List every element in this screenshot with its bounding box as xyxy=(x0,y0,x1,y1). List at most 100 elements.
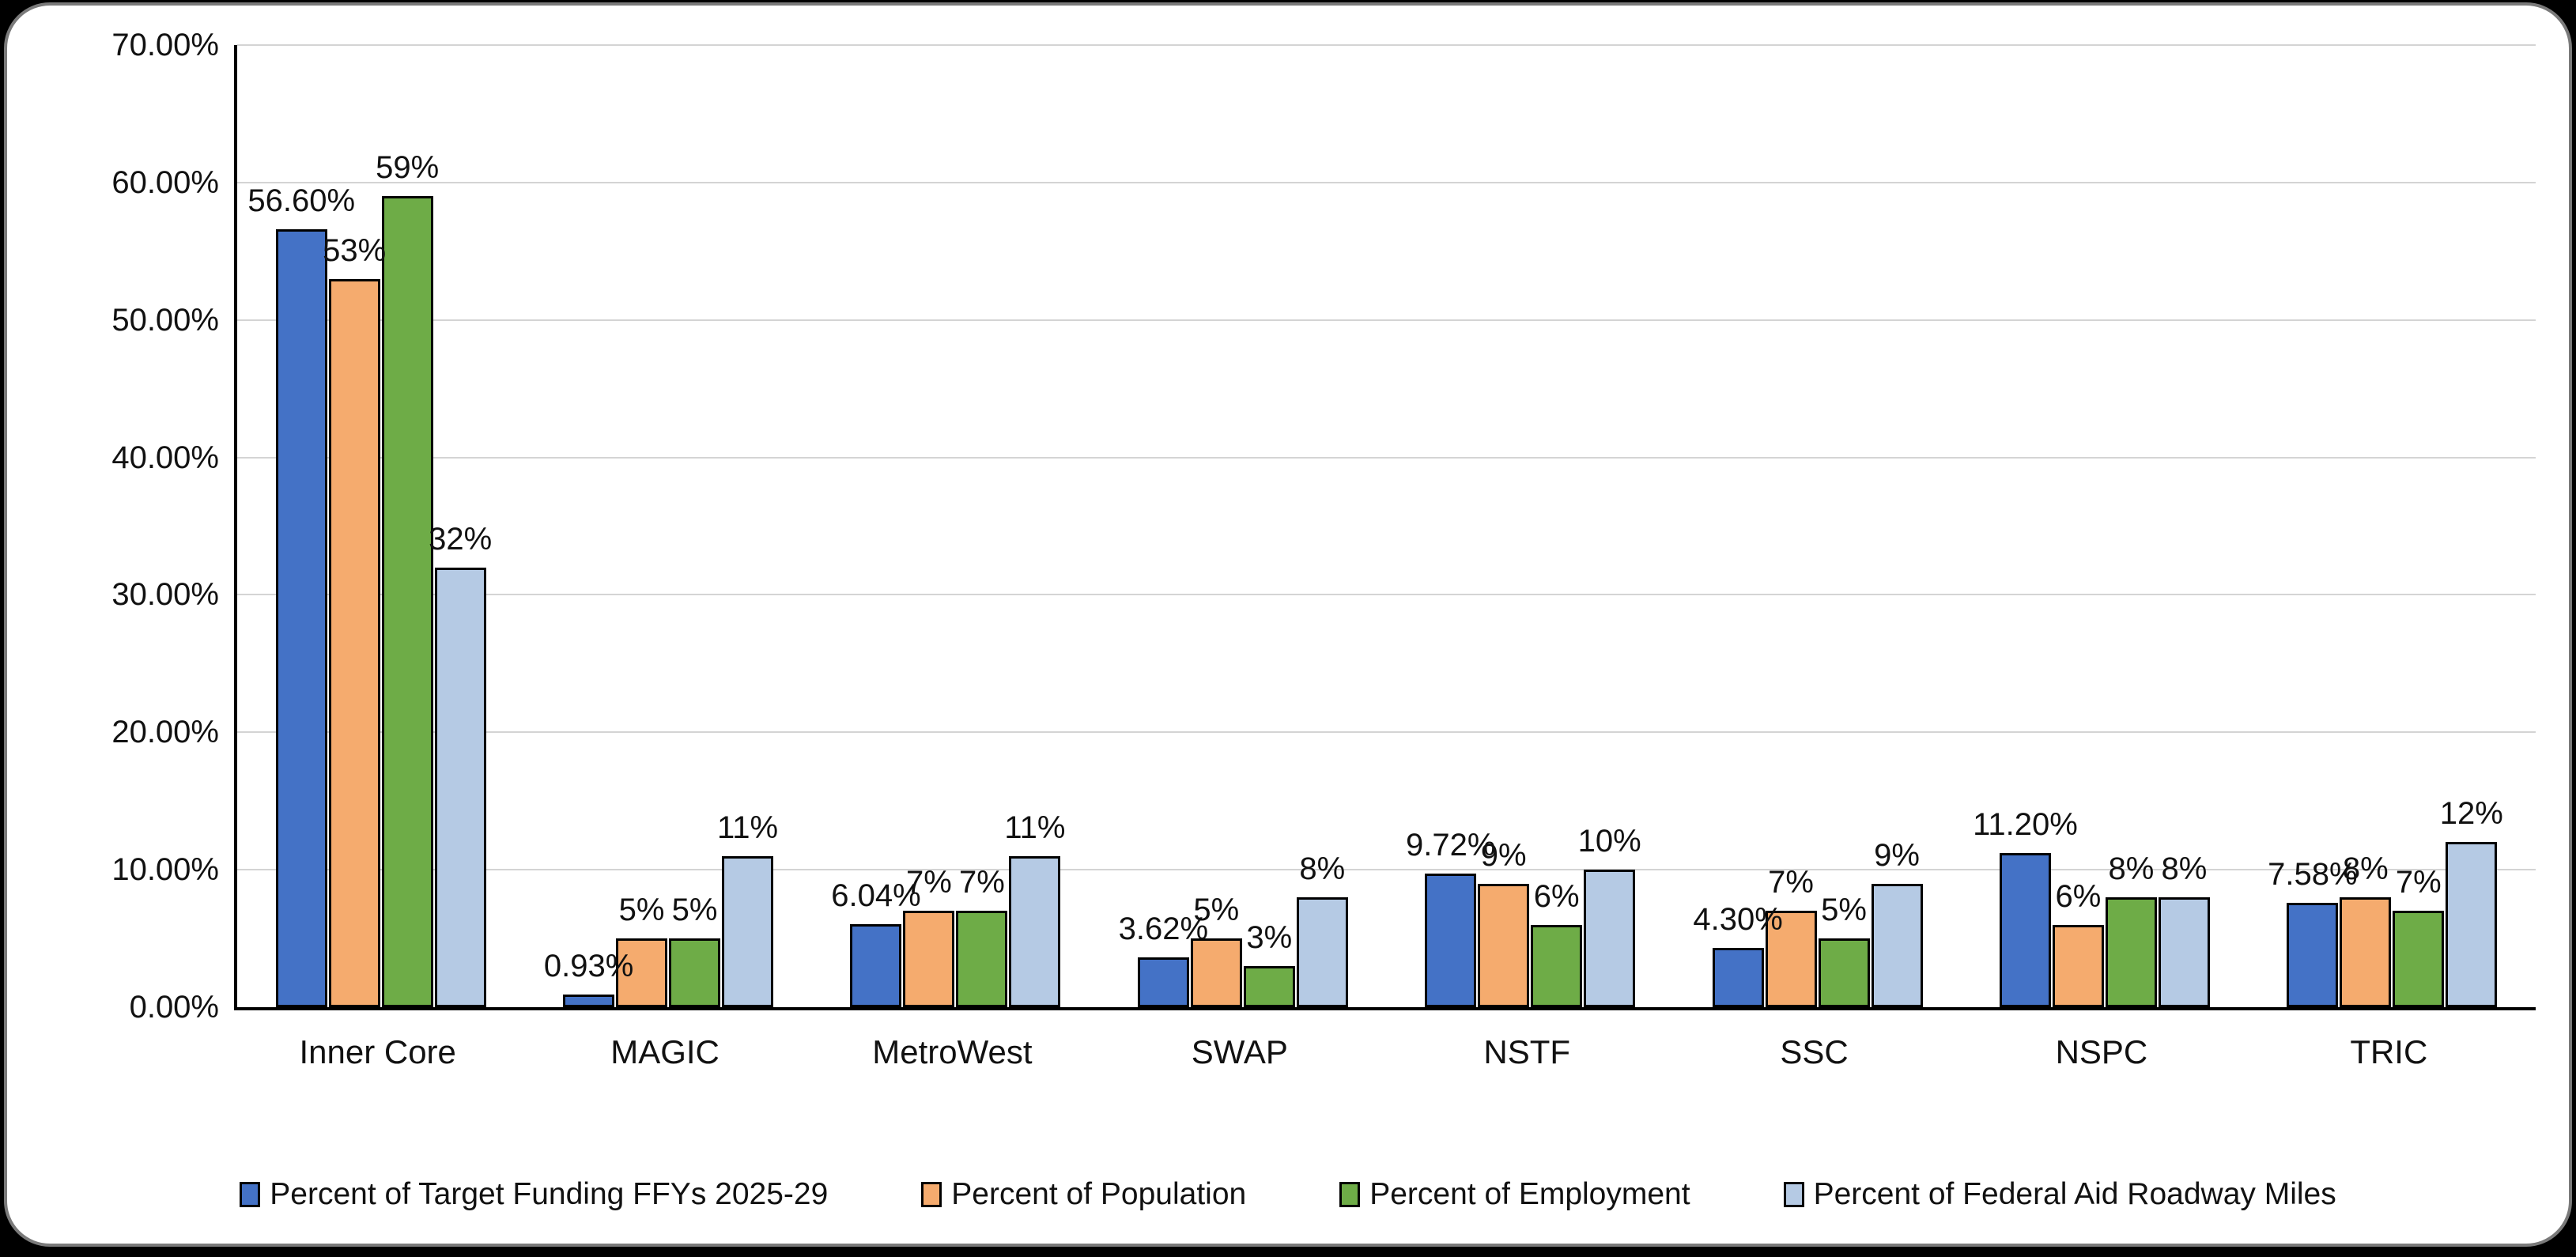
data-label: 11.20% xyxy=(1973,807,2078,843)
data-label: 3% xyxy=(1246,919,1293,955)
bar-metrowest-series-3 xyxy=(1009,855,1061,1007)
category-label-swap: SWAP xyxy=(1191,1033,1288,1070)
bar-nspc-series-1 xyxy=(2052,924,2104,1007)
data-label: 7% xyxy=(1768,865,1814,900)
gridline-70 xyxy=(237,44,2536,46)
gridline-50 xyxy=(237,319,2536,321)
plot-area: 56.60% 53% 59% 32% 0.93% 5% 5% 11% 6.04% 7% 7% 11% 3… xyxy=(234,44,2536,1010)
bar-metrowest-series-0 xyxy=(850,924,902,1007)
bar-nstf-series-3 xyxy=(1584,870,1636,1007)
y-tick-label: 60.00% xyxy=(111,164,219,200)
data-label: 56.60% xyxy=(247,183,356,218)
bar-swap-series-1 xyxy=(1190,938,1242,1007)
legend-item-0: Percent of Target Funding FFYs 2025-29 xyxy=(240,1177,828,1212)
bar-nstf-series-2 xyxy=(1531,924,1583,1007)
bar-tric-series-1 xyxy=(2340,897,2392,1007)
bar-tric-series-2 xyxy=(2393,911,2445,1007)
bar-magic-series-1 xyxy=(616,938,668,1007)
bar-nspc-series-0 xyxy=(1999,853,2051,1007)
data-label: 6% xyxy=(2055,878,2102,914)
bar-nstf-series-0 xyxy=(1425,874,1477,1007)
data-label: 5% xyxy=(1193,893,1240,928)
gridline-20 xyxy=(237,731,2536,734)
gridline-10 xyxy=(237,869,2536,871)
data-label: 7.58% xyxy=(2268,857,2358,893)
bar-swap-series-0 xyxy=(1137,957,1189,1007)
data-label: 9.72% xyxy=(1405,828,1496,863)
legend-label: Percent of Federal Aid Roadway Miles xyxy=(1813,1177,2336,1211)
bar-metrowest-series-2 xyxy=(956,911,1008,1007)
y-tick-label: 30.00% xyxy=(111,577,219,613)
data-label: 5% xyxy=(671,893,718,928)
category-label-inner-core: Inner Core xyxy=(299,1033,456,1070)
data-label: 53% xyxy=(323,232,387,268)
category-label-metrowest: MetroWest xyxy=(872,1033,1033,1070)
bar-inner-core-series-3 xyxy=(434,567,486,1007)
data-label: 7% xyxy=(959,865,1005,900)
y-tick-label: 0.00% xyxy=(129,990,219,1025)
data-label: 8% xyxy=(1299,851,1346,886)
y-tick-label: 20.00% xyxy=(111,715,219,750)
data-label: 6.04% xyxy=(831,878,921,913)
data-label: 59% xyxy=(376,150,440,186)
legend-label: Percent of Population xyxy=(951,1177,1247,1211)
category-label-nstf: NSTF xyxy=(1483,1033,1571,1070)
bar-ssc-series-3 xyxy=(1871,883,1923,1007)
legend-swatch-icon xyxy=(240,1182,261,1207)
data-label: 8% xyxy=(2108,851,2155,886)
data-label: 7% xyxy=(2395,865,2442,900)
legend-label: Percent of Target Funding FFYs 2025-29 xyxy=(270,1177,829,1211)
data-label: 9% xyxy=(1480,837,1527,873)
data-label: 10% xyxy=(1577,824,1641,859)
category-label-tric: TRIC xyxy=(2350,1033,2428,1070)
legend-swatch-icon xyxy=(1339,1182,1361,1207)
category-label-ssc: SSC xyxy=(1780,1033,1849,1070)
data-label: 5% xyxy=(618,893,665,928)
data-label: 11% xyxy=(717,810,779,845)
legend-item-1: Percent of Population xyxy=(921,1177,1246,1212)
y-tick-label: 50.00% xyxy=(111,302,219,338)
bar-swap-series-2 xyxy=(1243,965,1295,1007)
data-label: 8% xyxy=(2342,851,2389,886)
bar-swap-series-3 xyxy=(1296,897,1348,1007)
bar-ssc-series-2 xyxy=(1818,938,1870,1007)
legend-item-2: Percent of Employment xyxy=(1339,1177,1690,1212)
data-label: 8% xyxy=(2161,851,2208,886)
data-label: 9% xyxy=(1874,837,1920,873)
chart-card: 56.60% 53% 59% 32% 0.93% 5% 5% 11% 6.04% 7% 7% 11% 3… xyxy=(4,2,2572,1247)
data-label: 12% xyxy=(2439,796,2503,832)
data-label: 32% xyxy=(429,521,493,557)
bar-tric-series-0 xyxy=(2287,903,2339,1007)
data-label: 6% xyxy=(1533,878,1580,914)
data-label: 0.93% xyxy=(543,948,634,983)
gridline-40 xyxy=(237,456,2536,459)
legend-swatch-icon xyxy=(1783,1182,1804,1207)
bar-tric-series-3 xyxy=(2446,842,2498,1007)
legend: Percent of Target Funding FFYs 2025-29 Pe… xyxy=(7,1177,2569,1212)
data-label: 4.30% xyxy=(1693,902,1783,938)
legend-label: Percent of Employment xyxy=(1369,1177,1690,1211)
data-label: 11% xyxy=(1004,810,1066,845)
y-tick-label: 70.00% xyxy=(111,28,219,62)
gridline-60 xyxy=(237,181,2536,183)
legend-swatch-icon xyxy=(921,1182,942,1207)
bar-nspc-series-2 xyxy=(2105,897,2157,1007)
bar-inner-core-series-0 xyxy=(275,228,327,1007)
bar-magic-series-3 xyxy=(722,855,774,1007)
y-tick-label: 10.00% xyxy=(111,852,219,888)
legend-item-3: Percent of Federal Aid Roadway Miles xyxy=(1783,1177,2336,1212)
y-tick-label: 40.00% xyxy=(111,440,219,475)
bar-metrowest-series-1 xyxy=(903,911,955,1007)
category-label-nspc: NSPC xyxy=(2055,1033,2148,1070)
data-label: 7% xyxy=(906,865,952,900)
bar-nstf-series-1 xyxy=(1478,883,1530,1007)
bar-magic-series-2 xyxy=(669,938,721,1007)
bar-nspc-series-3 xyxy=(2158,897,2210,1007)
data-label: 5% xyxy=(1821,893,1867,928)
gridline-30 xyxy=(237,594,2536,596)
bar-ssc-series-0 xyxy=(1712,948,1764,1007)
category-label-magic: MAGIC xyxy=(610,1033,720,1070)
bar-inner-core-series-1 xyxy=(328,278,380,1007)
data-label: 3.62% xyxy=(1118,912,1209,947)
bar-ssc-series-1 xyxy=(1765,911,1817,1007)
